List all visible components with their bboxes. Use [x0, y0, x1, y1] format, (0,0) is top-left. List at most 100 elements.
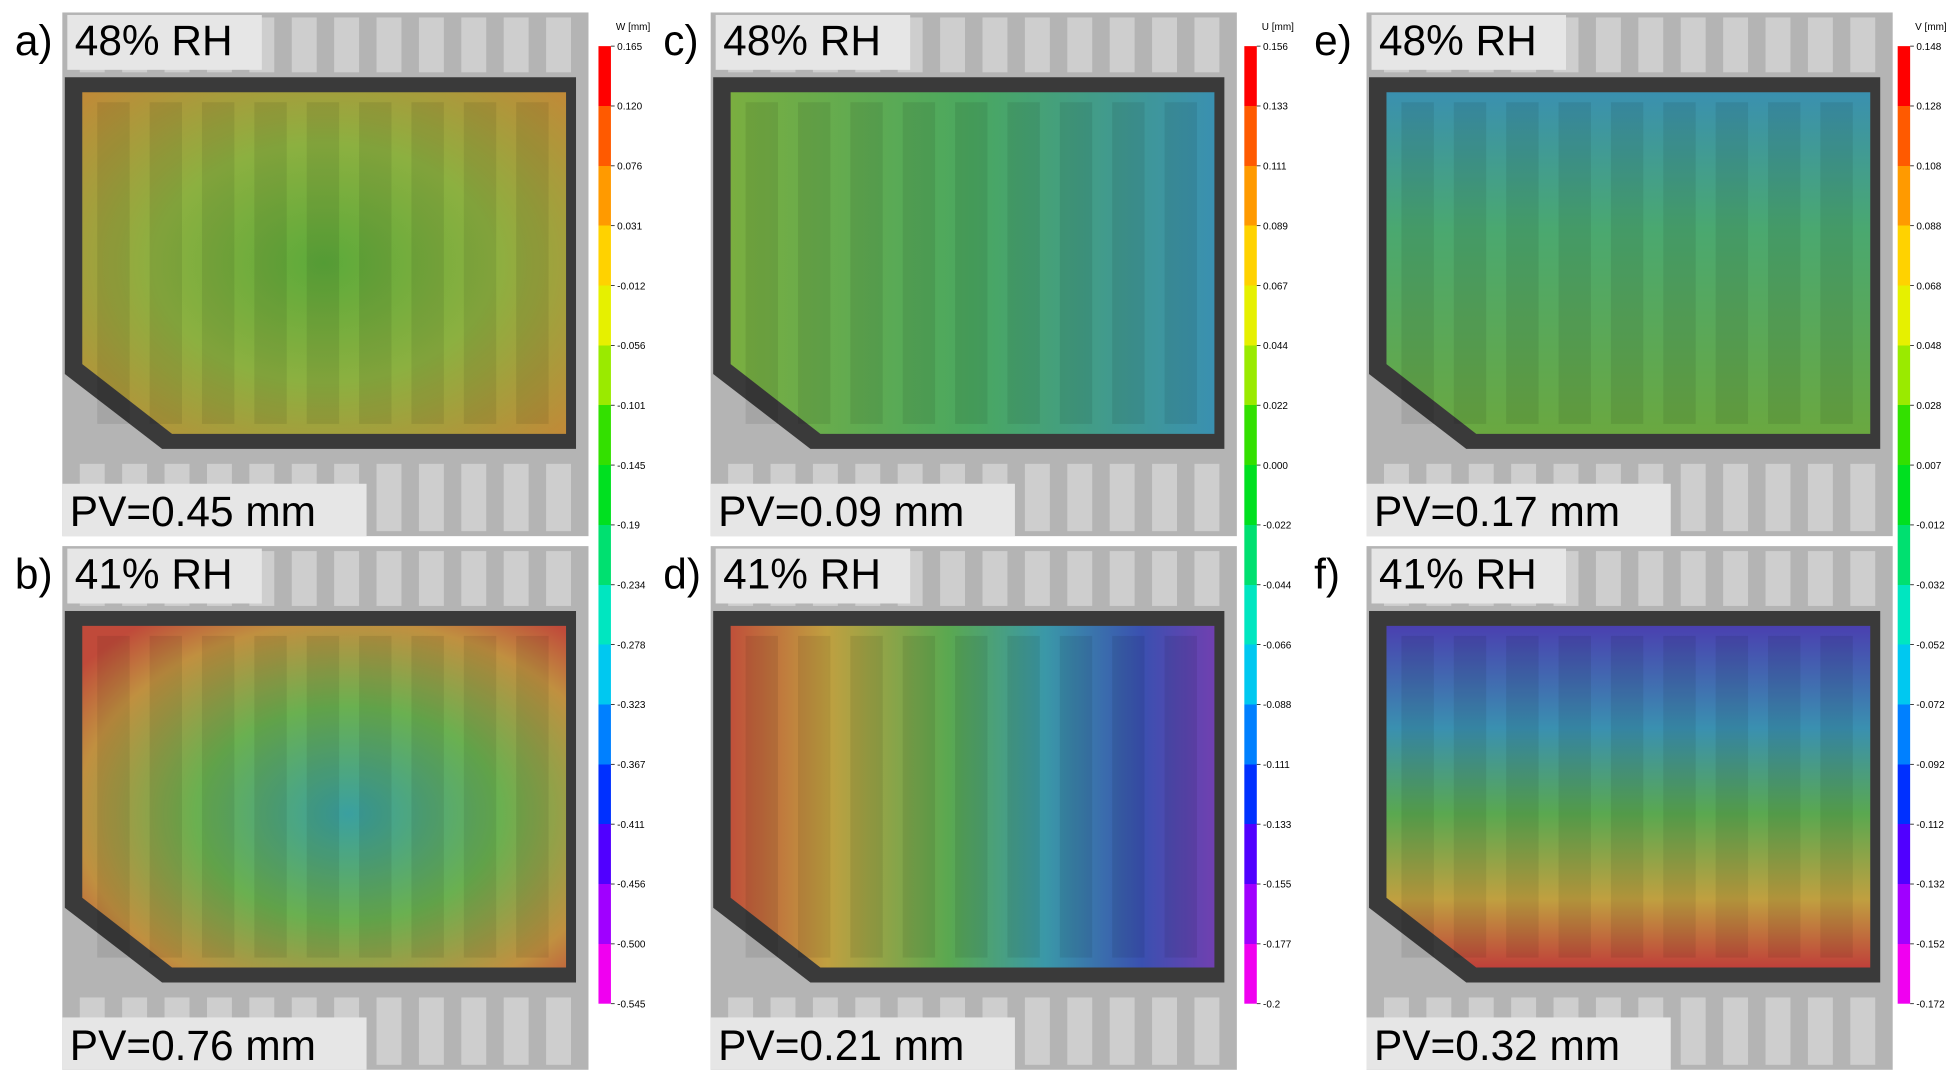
text-column	[1506, 635, 1539, 958]
colorbar-tick-label: 0.148	[1916, 42, 1941, 53]
text-column	[1112, 102, 1145, 424]
holder-slot	[940, 551, 966, 606]
pv-label: PV=0.17 mm	[1374, 488, 1620, 535]
colorbar-tick-label: 0.133	[1263, 102, 1288, 113]
holder-slot	[503, 17, 529, 73]
heatmap	[1386, 625, 1871, 968]
text-column	[359, 635, 392, 958]
pv-label: PV=0.09 mm	[718, 488, 964, 535]
holder-slot	[1723, 551, 1749, 606]
colorbar-tick-label: 0.000	[1263, 461, 1288, 472]
text-column	[1007, 635, 1040, 958]
holder-slot	[461, 463, 487, 532]
colorbar-tick-label: 0.068	[1916, 281, 1941, 292]
holder-slot	[291, 17, 317, 73]
heatmap	[730, 92, 1215, 434]
holder-slot	[940, 17, 966, 73]
colorbar-tick-label: -0.022	[1263, 521, 1292, 532]
heatmap	[1386, 92, 1871, 434]
colorbar-tick-label: -0.456	[617, 880, 646, 891]
panel-letter: b)	[15, 551, 53, 598]
panel-letter: d)	[663, 551, 701, 598]
text-column	[149, 635, 183, 958]
holder-slot	[1152, 463, 1178, 532]
text-column	[1768, 635, 1801, 958]
colorbar-tick-label: -0.112	[1916, 820, 1944, 831]
pv-label: PV=0.21 mm	[718, 1022, 964, 1069]
text-column	[1610, 102, 1644, 424]
rh-label: 48% RH	[723, 17, 881, 64]
heatmap	[82, 625, 567, 968]
text-column	[797, 102, 831, 424]
rh-label: 41% RH	[1379, 551, 1537, 598]
holder-slot	[1765, 17, 1791, 73]
rh-box	[715, 548, 911, 604]
pv-box	[710, 1017, 1015, 1070]
rh-label: 41% RH	[723, 551, 881, 598]
rh-box	[67, 14, 262, 70]
rh-label: 41% RH	[75, 551, 233, 598]
colorbar-tick-label: -0.367	[617, 760, 646, 771]
holder-slot	[291, 551, 317, 606]
holder-slot	[1024, 997, 1050, 1065]
colorbar-tick-label: -0.072	[1916, 700, 1945, 711]
text-column	[902, 102, 936, 424]
text-column	[1059, 102, 1093, 424]
colorbar-tick-label: -0.2	[1263, 999, 1281, 1010]
pv-box	[710, 483, 1015, 537]
colorbar	[1897, 46, 1911, 1004]
text-column	[1663, 102, 1696, 424]
holder-slot	[376, 997, 402, 1065]
text-column	[797, 635, 831, 958]
holder-slot	[1109, 997, 1135, 1065]
text-column	[201, 102, 235, 424]
rh-box	[1371, 548, 1567, 604]
holder-slot	[1807, 463, 1833, 532]
text-column	[1164, 102, 1197, 424]
colorbar-tick-label: 0.120	[617, 102, 642, 113]
colorbar-tick-label: 0.165	[617, 42, 642, 53]
text-column	[1506, 102, 1539, 424]
text-column	[359, 102, 392, 424]
holder-slot	[1807, 997, 1833, 1065]
holder-slot	[1680, 17, 1706, 73]
text-column	[97, 635, 130, 958]
holder-slot	[1067, 997, 1093, 1065]
holder-slot	[1109, 551, 1135, 606]
holder-slot	[334, 551, 360, 606]
colorbar-tick-label: -0.012	[1916, 521, 1945, 532]
holder-slot	[461, 997, 487, 1065]
holder-slot	[546, 997, 572, 1065]
holder-slot	[1723, 463, 1749, 532]
text-column	[463, 635, 497, 958]
holder-slot	[1723, 997, 1749, 1065]
colorbar-tick-label: 0.111	[1263, 162, 1287, 173]
holder-slot	[546, 463, 572, 532]
colorbar-tick-label: 0.076	[617, 162, 642, 173]
rh-label: 48% RH	[75, 17, 233, 64]
colorbar-tick-label: 0.007	[1916, 461, 1941, 472]
colorbar-tick-label: 0.128	[1916, 102, 1941, 113]
pv-label: PV=0.32 mm	[1374, 1022, 1620, 1069]
colorbar-tick-label: -0.278	[617, 640, 646, 651]
text-column	[1401, 102, 1434, 424]
holder-slot	[1850, 551, 1876, 606]
colorbar-tick-label: 0.048	[1916, 341, 1941, 352]
heatmap	[730, 625, 1215, 968]
colorbar-tick-label: 0.156	[1263, 42, 1288, 53]
colorbar-tick-label: -0.500	[617, 940, 646, 951]
text-column	[306, 102, 340, 424]
holder-slot	[1638, 551, 1664, 606]
holder-slot	[1680, 463, 1706, 532]
colorbar-tick-label: -0.19	[617, 521, 640, 532]
text-column	[411, 102, 444, 424]
colorbar-tick-label: 0.108	[1916, 162, 1941, 173]
text-column	[1663, 635, 1696, 958]
colorbar-tick-label: -0.145	[617, 461, 646, 472]
text-column	[1715, 102, 1749, 424]
colorbar-tick-label: -0.012	[617, 281, 646, 292]
holder-slot	[418, 997, 444, 1065]
holder-slot	[982, 17, 1008, 73]
text-column	[1820, 635, 1853, 958]
